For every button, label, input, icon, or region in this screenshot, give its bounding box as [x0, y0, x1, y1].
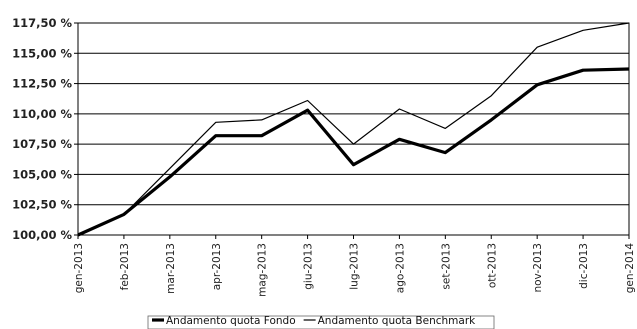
x-tick-label: set-2013	[440, 243, 452, 290]
y-tick-label: 110,00 %	[12, 107, 72, 121]
series-line-benchmark	[77, 22, 630, 236]
y-tick-label: 105,00 %	[12, 167, 72, 181]
y-tick-label: 100,00 %	[12, 228, 72, 242]
x-tick-label: gen-2014	[624, 243, 636, 294]
series-line-fondo	[77, 67, 630, 237]
y-tick-label: 112,50 %	[12, 77, 72, 91]
y-tick-label: 107,50 %	[12, 137, 72, 151]
legend-box	[147, 315, 495, 329]
y-tick-label: 115,00 %	[12, 46, 72, 60]
x-tick-label: giu-2013	[303, 243, 315, 290]
y-tick-label: 102,50 %	[12, 198, 72, 212]
x-tick-label: nov-2013	[532, 243, 544, 293]
x-tick-label: gen-2013	[73, 243, 85, 293]
x-tick-label: ago-2013	[394, 243, 406, 293]
y-axis-ticks: 100,00 % 102,50 % 105,00 % 107,50 % 110,00 %…	[12, 16, 78, 242]
x-tick-label: apr-2013	[211, 243, 223, 290]
y-tick-label: 117,50 %	[12, 16, 72, 30]
x-tick-label: mag-2013	[257, 243, 269, 297]
legend-label: Andamento quota Fondo	[166, 315, 296, 327]
series-lines	[77, 22, 630, 237]
x-tick-label: feb-2013	[119, 243, 131, 290]
x-tick-label: dic-2013	[578, 243, 590, 289]
grid-lines	[78, 22, 629, 236]
plot-frame	[77, 22, 630, 236]
x-tick-label: mar-2013	[165, 243, 177, 294]
x-tick-label: lug-2013	[349, 243, 361, 290]
legend: Andamento quota Fondo Andamento quota Ben…	[147, 315, 495, 329]
x-tick-label: ott-2013	[486, 243, 498, 288]
x-axis-ticks: gen-2013 feb-2013 mar-2013 apr-2013 mag-2013…	[73, 235, 636, 297]
legend-label: Andamento quota Benchmark	[318, 315, 477, 327]
